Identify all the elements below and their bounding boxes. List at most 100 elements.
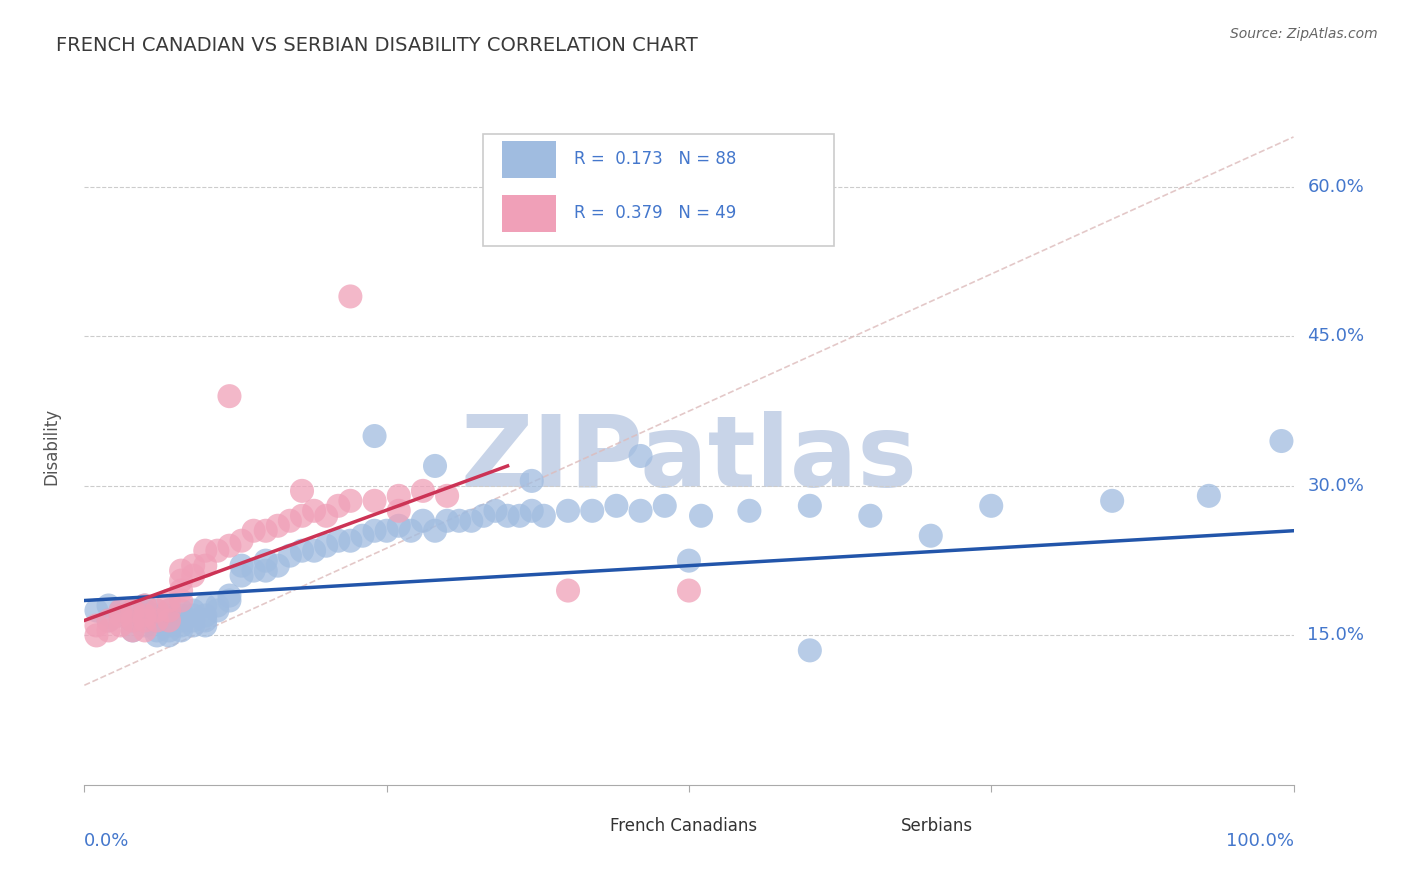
Text: FRENCH CANADIAN VS SERBIAN DISABILITY CORRELATION CHART: FRENCH CANADIAN VS SERBIAN DISABILITY CO… (56, 36, 697, 54)
Point (194, 558, 217, 573)
Point (388, 489, 411, 503)
Point (375, 524, 398, 538)
Point (97, 599, 120, 613)
Point (242, 564, 264, 578)
Point (399, 524, 422, 538)
Text: Serbians: Serbians (901, 817, 973, 835)
Point (134, 603, 156, 617)
Point (194, 599, 217, 613)
Point (231, 558, 253, 573)
Point (920, 529, 942, 543)
Point (339, 289, 361, 303)
Point (110, 603, 132, 617)
Point (484, 504, 506, 518)
Point (134, 608, 156, 623)
Point (363, 493, 385, 508)
Point (352, 529, 374, 543)
Text: 60.0%: 60.0% (1308, 178, 1364, 196)
Y-axis label: Disability: Disability (42, 408, 60, 484)
Point (86, 603, 108, 617)
Point (170, 618, 193, 632)
Point (1270, 434, 1292, 448)
Text: R =  0.173   N = 88: R = 0.173 N = 88 (574, 150, 737, 169)
Point (97, 614, 120, 628)
FancyBboxPatch shape (502, 195, 555, 233)
Point (194, 618, 217, 632)
Point (97, 614, 120, 628)
Text: French Canadians: French Canadians (610, 817, 758, 835)
Point (157, 593, 180, 607)
Point (738, 504, 761, 518)
Point (799, 499, 821, 513)
Point (254, 564, 277, 578)
Point (460, 514, 482, 528)
Point (157, 603, 180, 617)
Point (121, 614, 143, 628)
Point (291, 543, 314, 558)
Point (181, 618, 204, 632)
Point (678, 583, 700, 598)
Point (302, 543, 325, 558)
Point (181, 614, 204, 628)
FancyBboxPatch shape (544, 812, 592, 839)
Point (423, 458, 446, 473)
Point (254, 524, 277, 538)
Point (388, 518, 411, 533)
Point (146, 628, 169, 642)
Point (630, 504, 652, 518)
Text: 15.0%: 15.0% (1308, 626, 1364, 644)
Point (472, 508, 495, 523)
Point (181, 608, 204, 623)
Point (194, 608, 217, 623)
Point (690, 508, 713, 523)
Point (496, 508, 519, 523)
Point (315, 539, 337, 553)
FancyBboxPatch shape (834, 812, 883, 839)
Point (121, 624, 143, 638)
Text: 100.0%: 100.0% (1226, 832, 1294, 850)
Point (121, 614, 143, 628)
Point (157, 608, 180, 623)
Point (218, 539, 240, 553)
FancyBboxPatch shape (502, 141, 555, 178)
Point (157, 614, 180, 628)
Point (170, 574, 193, 588)
Point (436, 489, 458, 503)
Point (231, 533, 253, 548)
Point (328, 533, 350, 548)
Point (146, 614, 169, 628)
Point (363, 524, 385, 538)
Point (121, 603, 143, 617)
Text: 0.0%: 0.0% (84, 832, 129, 850)
Point (110, 608, 132, 623)
Point (678, 554, 700, 568)
Point (170, 583, 193, 598)
Point (363, 429, 385, 443)
Point (423, 524, 446, 538)
Point (157, 624, 180, 638)
Point (207, 599, 229, 613)
Point (859, 508, 882, 523)
Point (194, 614, 217, 628)
Point (170, 608, 193, 623)
Point (315, 508, 337, 523)
Text: ZIPatlas: ZIPatlas (461, 411, 917, 508)
Point (581, 504, 603, 518)
Point (181, 603, 204, 617)
Point (388, 504, 411, 518)
Point (218, 589, 240, 603)
Point (170, 624, 193, 638)
Point (412, 514, 434, 528)
Point (509, 508, 531, 523)
Point (194, 543, 217, 558)
Point (146, 608, 169, 623)
Point (520, 504, 543, 518)
Point (278, 549, 301, 563)
Point (436, 514, 458, 528)
Point (291, 508, 314, 523)
Point (207, 543, 229, 558)
Point (654, 499, 676, 513)
Point (134, 614, 156, 628)
Point (254, 554, 277, 568)
Point (110, 618, 132, 632)
